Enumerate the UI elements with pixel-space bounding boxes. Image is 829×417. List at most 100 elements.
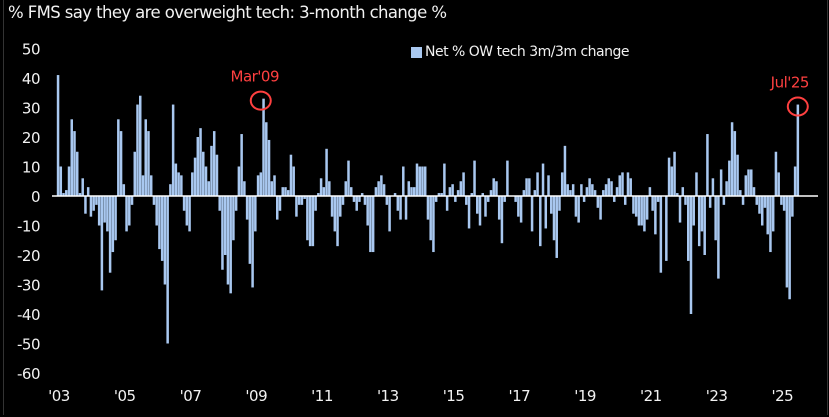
bar <box>245 196 249 220</box>
bar <box>349 187 353 196</box>
y-tick-label: -60 <box>17 365 40 383</box>
bar <box>130 196 134 205</box>
bar <box>67 166 71 196</box>
bar <box>481 193 484 196</box>
bar <box>544 196 548 229</box>
bar <box>599 196 602 220</box>
bar <box>160 196 164 261</box>
bar <box>558 196 561 211</box>
bar <box>667 157 671 196</box>
bar <box>89 196 93 217</box>
bar <box>448 187 452 196</box>
bar <box>585 187 589 196</box>
y-tick-label: -10 <box>17 218 40 236</box>
bar <box>571 184 575 196</box>
bar <box>618 175 621 196</box>
bar <box>163 196 167 285</box>
bar <box>785 196 789 288</box>
y-tick-label: 30 <box>22 100 40 118</box>
bar <box>519 196 523 223</box>
bar <box>396 196 400 211</box>
bar <box>119 131 123 196</box>
bar <box>218 196 221 211</box>
bar <box>270 181 274 196</box>
bar <box>169 184 172 196</box>
bar <box>632 196 635 214</box>
bar <box>262 98 265 196</box>
bar <box>719 169 723 196</box>
bar <box>78 193 82 196</box>
bar <box>65 190 68 196</box>
bar <box>528 178 531 196</box>
bar <box>62 193 65 196</box>
bar <box>336 196 339 247</box>
bar <box>593 190 597 196</box>
bar <box>95 196 98 205</box>
bar <box>210 145 213 196</box>
bar <box>281 187 284 196</box>
bar <box>443 163 446 196</box>
bar <box>232 196 235 241</box>
bar <box>766 196 769 235</box>
bar <box>328 181 331 196</box>
bar <box>407 181 411 196</box>
bar <box>470 193 474 196</box>
bar <box>539 196 542 247</box>
bar <box>325 148 328 196</box>
bar <box>645 196 649 220</box>
bar <box>445 196 449 211</box>
bar <box>725 181 728 196</box>
bar <box>322 187 326 196</box>
bar <box>465 196 468 205</box>
bar <box>136 104 139 196</box>
highlight-circle <box>249 90 272 111</box>
bar <box>613 196 616 202</box>
bar <box>552 196 556 241</box>
bar <box>215 154 219 196</box>
bar <box>103 196 106 223</box>
bar <box>744 175 748 196</box>
x-tick-label: '17 <box>508 387 530 405</box>
bar <box>410 187 413 196</box>
bar <box>678 196 682 223</box>
bar <box>774 151 778 196</box>
bar <box>377 181 380 196</box>
bar <box>86 187 90 196</box>
bar <box>147 131 150 196</box>
bar <box>495 181 498 196</box>
bar <box>297 196 301 205</box>
bar <box>152 196 156 205</box>
bar <box>212 131 216 196</box>
bar <box>360 193 364 196</box>
y-tick-label: 50 <box>22 41 40 59</box>
x-tick-label: '09 <box>245 387 267 405</box>
x-tick-label: '23 <box>706 387 728 405</box>
bar <box>604 184 608 196</box>
bar <box>284 187 287 196</box>
bar <box>640 196 643 226</box>
x-tick-label: '03 <box>48 387 70 405</box>
bar <box>243 181 246 196</box>
bar <box>467 196 471 229</box>
legend-label: Net % OW tech 3m/3m change <box>425 44 630 60</box>
bar <box>265 122 268 196</box>
bar <box>248 196 252 264</box>
bar <box>703 196 706 255</box>
bar <box>582 196 586 202</box>
x-tick-label: '07 <box>180 387 202 405</box>
bar <box>286 190 290 196</box>
bar <box>437 193 441 196</box>
bar <box>525 178 528 196</box>
bar <box>117 119 120 196</box>
bar <box>380 175 383 196</box>
bar <box>185 196 189 226</box>
bar <box>204 166 208 196</box>
bar <box>158 196 161 250</box>
bar <box>73 131 76 196</box>
bar <box>580 184 583 196</box>
bar <box>530 196 534 232</box>
y-tick-label: -30 <box>17 277 40 295</box>
bar <box>111 196 115 253</box>
bar <box>793 166 797 196</box>
bar <box>796 104 800 196</box>
